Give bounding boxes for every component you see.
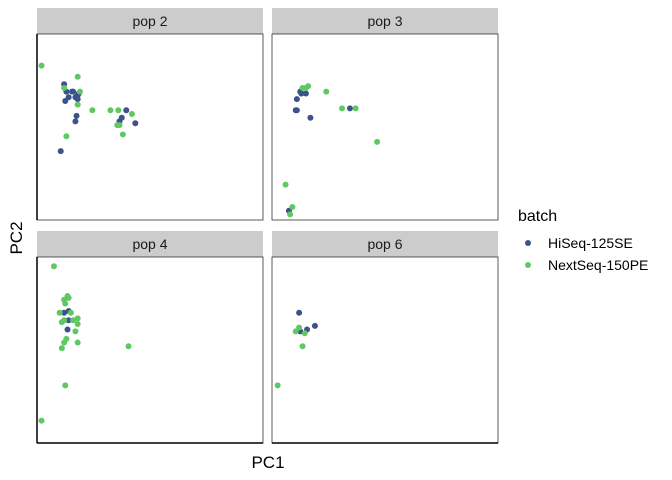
data-point <box>339 105 346 112</box>
data-point <box>352 105 359 112</box>
data-point <box>72 118 79 125</box>
data-point <box>63 133 70 140</box>
legend-title: batch <box>518 208 557 225</box>
data-point <box>119 131 126 138</box>
panel-background <box>36 256 264 444</box>
facet-strip <box>37 8 263 34</box>
panel-background <box>271 33 499 221</box>
data-point <box>323 88 330 95</box>
data-point <box>58 345 65 352</box>
data-point <box>56 309 63 316</box>
data-point <box>125 343 132 350</box>
data-point <box>296 324 303 331</box>
legend: batch HiSeq-125SE NextSeq-150PE <box>518 208 648 273</box>
legend-items: HiSeq-125SE NextSeq-150PE <box>525 235 648 273</box>
data-point <box>287 211 294 218</box>
legend-key <box>525 262 531 268</box>
data-point <box>61 84 68 91</box>
facet-panel: pop 6 <box>271 231 499 444</box>
facet-strip <box>37 231 263 257</box>
data-point <box>128 110 135 117</box>
data-point <box>64 326 71 333</box>
legend-label: HiSeq-125SE <box>548 235 633 251</box>
data-point <box>282 181 289 188</box>
data-point <box>61 317 68 324</box>
data-point <box>65 94 72 101</box>
data-point <box>70 88 77 95</box>
y-axis-label: PC2 <box>7 221 26 254</box>
x-axis-label: PC1 <box>251 453 284 472</box>
data-point <box>289 203 296 210</box>
data-point <box>301 330 308 337</box>
data-point <box>107 107 114 114</box>
data-point <box>305 83 312 90</box>
facet-label: pop 6 <box>367 236 402 252</box>
data-point <box>293 96 300 103</box>
facet-panel: pop 4 <box>36 231 264 444</box>
legend-item: NextSeq-150PE <box>525 257 648 273</box>
data-point <box>65 294 72 301</box>
data-point <box>73 112 80 119</box>
data-point <box>293 107 300 114</box>
data-point <box>299 343 306 350</box>
data-point <box>62 382 69 389</box>
data-point <box>116 122 123 129</box>
data-point <box>57 148 64 155</box>
legend-label: NextSeq-150PE <box>548 257 648 273</box>
facet-strip <box>272 8 498 34</box>
facet-panel: pop 2 <box>36 8 264 221</box>
data-point <box>62 300 69 307</box>
facet-panels: pop 2 pop 3 pop 4 pop 6 <box>36 8 499 444</box>
data-point <box>67 309 74 316</box>
data-point <box>74 101 81 108</box>
data-point <box>50 263 57 270</box>
data-point <box>123 107 130 114</box>
data-point <box>38 417 45 424</box>
data-point <box>132 120 139 127</box>
data-point <box>274 382 281 389</box>
data-point <box>74 320 81 327</box>
facet-strip <box>272 231 498 257</box>
facet-label: pop 4 <box>132 236 167 252</box>
data-point <box>65 317 72 324</box>
legend-item: HiSeq-125SE <box>525 235 633 251</box>
data-point <box>72 328 79 335</box>
data-point <box>74 339 81 346</box>
data-point <box>374 138 381 145</box>
data-point <box>302 90 309 97</box>
panel-background <box>271 256 499 444</box>
data-point <box>89 107 96 114</box>
data-point <box>115 107 122 114</box>
data-point <box>346 105 353 112</box>
panel-background <box>36 33 264 221</box>
facet-label: pop 2 <box>132 13 167 29</box>
facet-label: pop 3 <box>367 13 402 29</box>
data-point <box>61 339 68 346</box>
data-point <box>311 322 318 329</box>
data-point <box>298 90 305 97</box>
data-point <box>74 73 81 80</box>
data-point <box>70 317 77 324</box>
legend-key <box>525 240 531 246</box>
data-point <box>307 114 314 121</box>
data-point <box>296 309 303 316</box>
data-point <box>74 96 81 103</box>
data-point <box>38 62 45 69</box>
facet-panel: pop 3 <box>271 8 499 221</box>
data-point <box>61 309 68 316</box>
data-point <box>74 315 81 322</box>
data-point <box>76 88 83 95</box>
